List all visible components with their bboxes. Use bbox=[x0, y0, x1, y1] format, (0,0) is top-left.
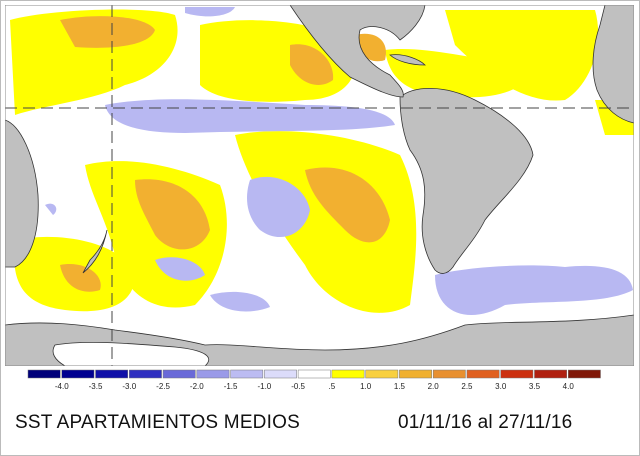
legend-swatch bbox=[196, 369, 230, 379]
australia bbox=[5, 119, 39, 268]
legend-label: -1.5 bbox=[224, 382, 238, 391]
legend-swatch bbox=[432, 369, 466, 379]
strong-warm-anomalies bbox=[60, 16, 390, 292]
legend-swatch bbox=[27, 369, 61, 379]
legend-swatch bbox=[365, 369, 399, 379]
legend-swatch bbox=[399, 369, 432, 379]
legend-swatch bbox=[466, 369, 500, 379]
north-central-america bbox=[289, 5, 426, 98]
sst-anomaly-map bbox=[5, 5, 634, 366]
legend-label: 3.5 bbox=[529, 382, 541, 391]
legend-swatch bbox=[61, 369, 95, 379]
cuba bbox=[389, 54, 426, 66]
legend-label: -3.0 bbox=[122, 382, 136, 391]
legend-label: .5 bbox=[329, 382, 336, 391]
legend-swatch bbox=[230, 369, 264, 379]
ross-ice-shelf bbox=[52, 341, 210, 366]
new-zealand bbox=[82, 229, 108, 274]
legend-swatch bbox=[500, 369, 534, 379]
legend-swatch bbox=[95, 369, 129, 379]
legend-label: 1.5 bbox=[394, 382, 406, 391]
legend-labels: -4.0 -3.5 -3.0 -2.5 -2.0 -1.5 -1.0 -0.5 .5 1.0 1.5… bbox=[55, 382, 574, 391]
south-america bbox=[399, 87, 534, 274]
legend-label: -1.0 bbox=[257, 382, 271, 391]
date-range: 01/11/16 al 27/11/16 bbox=[398, 412, 573, 433]
legend-swatch bbox=[162, 369, 196, 379]
legend-swatch bbox=[534, 369, 567, 379]
legend-swatch bbox=[567, 369, 601, 379]
africa bbox=[592, 5, 634, 124]
legend-label: -2.0 bbox=[190, 382, 204, 391]
legend-label: -3.5 bbox=[89, 382, 103, 391]
legend-label: 2.0 bbox=[428, 382, 440, 391]
legend-swatch bbox=[264, 369, 297, 379]
legend-label: -4.0 bbox=[55, 382, 69, 391]
legend-swatch bbox=[129, 369, 162, 379]
map-title: SST APARTAMIENTOS MEDIOS bbox=[15, 412, 300, 433]
legend-swatches bbox=[27, 369, 601, 379]
legend-label: 3.0 bbox=[495, 382, 507, 391]
color-legend: -4.0 -3.5 -3.0 -2.5 -2.0 -1.5 -1.0 -0.5 .5 1.0 1.5… bbox=[27, 369, 601, 391]
legend-label: 2.5 bbox=[461, 382, 473, 391]
legend-swatch bbox=[331, 369, 365, 379]
legend-label: 4.0 bbox=[563, 382, 575, 391]
legend-label: 1.0 bbox=[360, 382, 372, 391]
legend-label: -0.5 bbox=[291, 382, 305, 391]
legend-swatch bbox=[297, 369, 331, 379]
legend-label: -2.5 bbox=[156, 382, 170, 391]
